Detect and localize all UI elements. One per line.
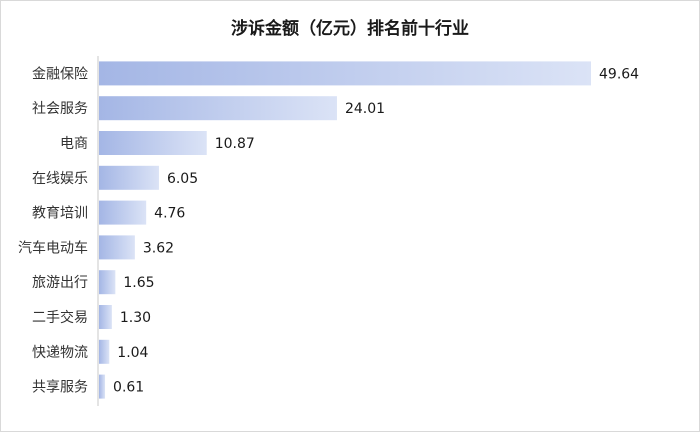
category-label: 电商 bbox=[60, 136, 88, 152]
bar bbox=[99, 235, 135, 260]
bar bbox=[99, 305, 112, 329]
chart-title: 涉诉金额（亿元）排名前十行业 bbox=[231, 19, 469, 39]
value-label: 1.04 bbox=[117, 345, 148, 361]
value-label: 3.62 bbox=[143, 240, 174, 256]
bar bbox=[99, 270, 116, 295]
value-label: 49.64 bbox=[599, 66, 639, 82]
category-label: 二手交易 bbox=[32, 309, 88, 326]
category-label: 教育培训 bbox=[32, 206, 88, 222]
category-label: 旅游出行 bbox=[32, 275, 88, 291]
bar bbox=[99, 61, 591, 86]
category-label: 在线娱乐 bbox=[32, 171, 88, 187]
bar bbox=[99, 131, 207, 155]
value-label: 10.87 bbox=[215, 136, 255, 152]
bar bbox=[99, 374, 106, 399]
category-label: 汽车电动车 bbox=[18, 239, 88, 256]
value-label: 4.76 bbox=[154, 206, 185, 222]
bar bbox=[99, 165, 159, 190]
value-label: 6.05 bbox=[167, 171, 198, 187]
category-label: 金融保险 bbox=[32, 66, 88, 82]
bar bbox=[99, 200, 147, 225]
bars-group: 金融保险 49.64 社会服务 24.01 电商 10.87 在线娱乐 6.05 教育培训 4.7… bbox=[18, 61, 639, 399]
bar bbox=[99, 339, 110, 364]
value-label: 1.65 bbox=[123, 275, 154, 291]
category-label: 快递物流 bbox=[32, 345, 88, 361]
value-label: 24.01 bbox=[345, 101, 385, 117]
value-label: 0.61 bbox=[113, 380, 144, 396]
category-label: 社会服务 bbox=[32, 101, 88, 117]
bar bbox=[99, 96, 337, 121]
category-label: 共享服务 bbox=[32, 379, 88, 396]
value-label: 1.30 bbox=[120, 310, 151, 326]
